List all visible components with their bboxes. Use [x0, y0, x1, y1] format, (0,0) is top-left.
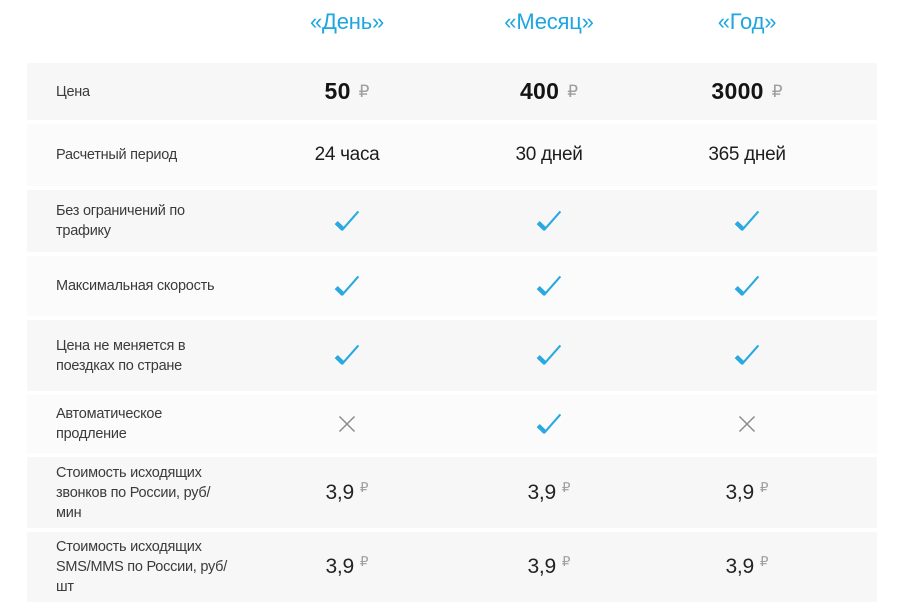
ruble-sign: ₽ [359, 479, 369, 495]
cell-year [649, 413, 845, 435]
cell-day: 24 часа [245, 144, 449, 166]
cell-year: 3,9 ₽ [649, 479, 845, 505]
row-label: Цена [56, 83, 90, 100]
ruble-sign: ₽ [771, 81, 783, 101]
table-row: Расчетный период 24 часа 30 дней 365 дней [27, 124, 877, 186]
cell-day: 3,9 ₽ [245, 554, 449, 579]
table-row: Цена не меняется в поездках по стране [27, 320, 877, 391]
table-row: Цена 50 ₽400 ₽3000 ₽ [27, 63, 877, 120]
row-label: Стоимость исходящих звонков по России, р… [56, 464, 211, 521]
plan-table-body: Цена 50 ₽400 ₽3000 ₽ Расчетный период 24 часа 3… [0, 63, 898, 602]
check-icon [536, 275, 562, 296]
table-row: Автоматическое продление [27, 395, 877, 453]
cell-month: 30 дней [449, 144, 649, 166]
cell-month [449, 344, 649, 367]
cell-year [649, 344, 845, 367]
table-row: Стоимость исходящих звонков по России, р… [27, 457, 877, 528]
cell-year: 365 дней [649, 144, 845, 166]
cell-day [245, 344, 449, 367]
cell-year [649, 210, 845, 233]
cell-month [449, 275, 649, 298]
price-value: 50 [324, 78, 351, 104]
cell-month: 400 ₽ [449, 78, 649, 105]
cell-month [449, 210, 649, 233]
price-value: 3,9 [725, 480, 755, 504]
text-value: 24 часа [314, 144, 380, 165]
check-icon [536, 344, 562, 365]
ruble-sign: ₽ [359, 554, 369, 569]
cell-year: 3,9 ₽ [649, 554, 845, 579]
ruble-sign: ₽ [561, 554, 571, 569]
row-label: Расчетный период [56, 147, 177, 163]
row-label: Автоматическое продление [56, 406, 163, 442]
cell-day: 3,9 ₽ [245, 479, 449, 505]
price-value: 3,9 [725, 555, 755, 578]
cell-day: 50 ₽ [245, 78, 449, 105]
price-value: 3,9 [325, 555, 355, 578]
table-row: Максимальная скорость [27, 256, 877, 316]
price-value: 3000 [711, 78, 764, 104]
cell-day [245, 413, 449, 435]
cell-day [245, 210, 449, 233]
check-icon [536, 210, 562, 231]
check-icon [334, 275, 360, 296]
text-value: 365 дней [708, 144, 786, 165]
check-icon [734, 344, 760, 365]
row-label: Без ограничений по трафику [56, 203, 185, 239]
price-value: 400 [519, 78, 560, 104]
ruble-sign: ₽ [759, 554, 769, 569]
cell-year: 3000 ₽ [649, 78, 845, 105]
price-value: 3,9 [527, 480, 557, 504]
check-icon [734, 275, 760, 296]
table-row: Стоимость исходящих SMS/MMS по России, р… [27, 532, 877, 602]
row-label: Цена не меняется в поездках по стране [56, 337, 186, 374]
cell-month: 3,9 ₽ [449, 554, 649, 579]
check-icon [334, 344, 360, 365]
cell-month: 3,9 ₽ [449, 479, 649, 505]
text-value: 30 дней [515, 144, 583, 165]
table-header: «День» «Месяц» «Год» [27, 5, 877, 39]
cell-year [649, 275, 845, 298]
cell-month [449, 413, 649, 436]
column-header-month[interactable]: «Месяц» [504, 9, 594, 34]
row-label: Стоимость исходящих SMS/MMS по России, р… [56, 539, 228, 595]
cell-day [245, 275, 449, 298]
ruble-sign: ₽ [358, 81, 370, 101]
row-label: Максимальная скорость [56, 278, 215, 294]
check-icon [536, 413, 562, 434]
ruble-sign: ₽ [567, 81, 579, 101]
check-icon [734, 210, 760, 231]
ruble-sign: ₽ [561, 479, 571, 495]
price-value: 3,9 [527, 555, 557, 578]
ruble-sign: ₽ [759, 479, 769, 495]
column-header-day[interactable]: «День» [309, 9, 385, 34]
cross-icon [338, 415, 356, 433]
check-icon [334, 210, 360, 231]
column-header-year[interactable]: «Год» [717, 9, 777, 34]
price-value: 3,9 [325, 480, 355, 504]
cross-icon [738, 415, 756, 433]
table-row: Без ограничений по трафику [27, 190, 877, 252]
